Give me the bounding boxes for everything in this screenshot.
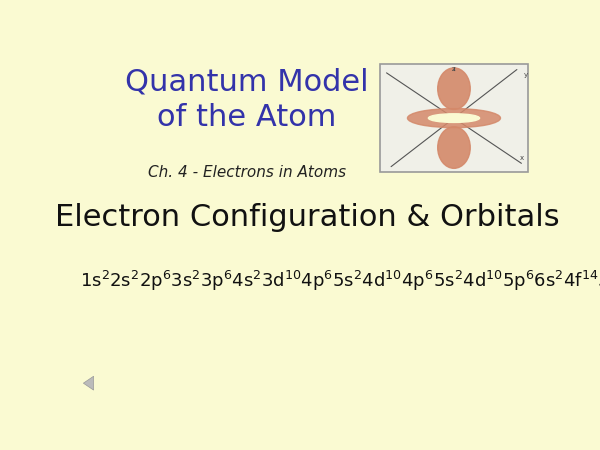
FancyBboxPatch shape [380, 64, 529, 172]
Polygon shape [83, 376, 94, 390]
Ellipse shape [438, 68, 470, 109]
Text: Quantum Model
of the Atom: Quantum Model of the Atom [125, 68, 369, 131]
Text: y: y [524, 72, 528, 78]
Ellipse shape [428, 114, 479, 122]
Text: 1s$^2$2s$^2$2p$^6$3s$^2$3p$^6$4s$^2$3d$^{10}$4p$^6$5s$^2$4d$^{10}$4p$^6$5s$^2$4d: 1s$^2$2s$^2$2p$^6$3s$^2$3p$^6$4s$^2$3d$^… [80, 269, 600, 293]
Text: z: z [452, 66, 456, 72]
Text: Electron Configuration & Orbitals: Electron Configuration & Orbitals [55, 203, 560, 232]
Text: x: x [520, 155, 524, 162]
Ellipse shape [438, 127, 470, 168]
Ellipse shape [407, 108, 500, 128]
Text: Ch. 4 - Electrons in Atoms: Ch. 4 - Electrons in Atoms [148, 165, 346, 180]
